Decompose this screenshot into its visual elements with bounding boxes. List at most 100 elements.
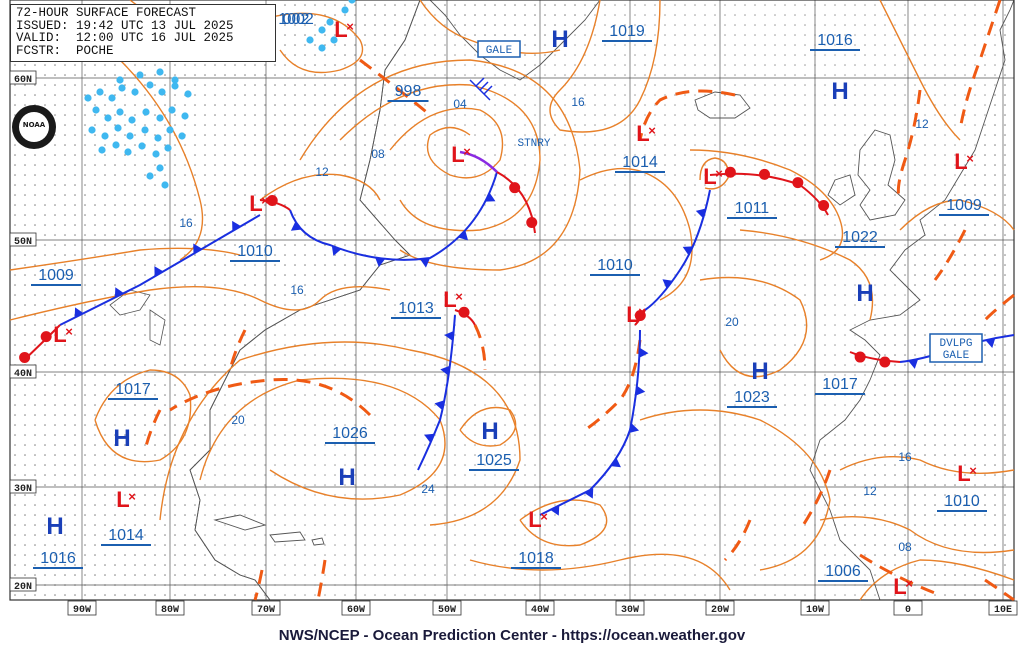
low-x-mark: ×	[969, 463, 977, 478]
high-pressure-center: H 1026	[325, 425, 375, 491]
low-symbol: L	[334, 17, 347, 42]
low-x-mark: ×	[65, 324, 73, 339]
header-forecaster: FCSTR: POCHE	[16, 43, 114, 58]
lon-label: 90W	[67, 600, 97, 616]
low-symbol: L	[116, 487, 129, 512]
center-pressure: 1010	[944, 493, 980, 510]
low-x-mark: ×	[638, 304, 646, 319]
warning-text: DVLPG	[939, 338, 972, 350]
high-pressure-center: H 1016	[33, 513, 83, 569]
lat-label: 30N	[9, 479, 37, 495]
header-valid: VALID: 12:00 UTC 16 JUL 2025	[16, 31, 234, 45]
high-symbol: H	[551, 26, 568, 53]
low-pressure-center: L× 1009	[939, 149, 989, 216]
low-symbol: L	[528, 507, 541, 532]
high-symbol: H	[46, 513, 63, 540]
low-x-mark: ×	[966, 151, 974, 166]
low-x-mark: ×	[346, 19, 354, 34]
center-pressure: 1009	[38, 267, 74, 284]
low-pressure-center: L× 1010	[937, 461, 987, 512]
low-x-mark: ×	[463, 144, 471, 159]
graticule	[9, 0, 1015, 601]
low-x-mark: ×	[261, 193, 269, 208]
lon-label: 70W	[251, 600, 281, 616]
high-symbol: H	[481, 418, 498, 445]
low-symbol: L	[893, 574, 906, 599]
header-issued: ISSUED: 19:42 UTC 13 JUL 2025	[16, 18, 234, 33]
lat-label: 50N	[9, 232, 37, 248]
lat-label: 20N	[9, 577, 37, 593]
warning-box: GALE	[477, 40, 521, 58]
low-x-mark: ×	[715, 166, 723, 181]
isobar-value: 04	[453, 97, 467, 111]
lat-label: 40N	[9, 364, 37, 380]
low-symbol: L	[636, 121, 649, 146]
center-pressure: 1016	[817, 32, 853, 49]
high-symbol: H	[831, 78, 848, 105]
isobar-value: 16	[179, 216, 193, 230]
svg-text:50N: 50N	[14, 237, 32, 248]
isobar-value: 12	[915, 117, 929, 131]
low-x-mark: ×	[128, 489, 136, 504]
stationary-label: STNRY	[517, 138, 550, 150]
warning-text: GALE	[486, 45, 513, 57]
low-pressure-center: L× 998	[387, 83, 471, 167]
low-pressure-center: L× 1002	[278, 11, 354, 42]
center-pressure: 1011	[735, 200, 770, 217]
low-pressure-center: L× 1014	[615, 121, 665, 173]
isobar-value: 16	[290, 283, 304, 297]
low-pressure-center: L× 1010	[230, 191, 280, 262]
center-pressure: 1018	[518, 550, 554, 567]
high-pressure-center: H 1023	[727, 358, 777, 408]
center-pressure: 1016	[40, 550, 76, 567]
center-pressure: 1025	[476, 452, 512, 469]
lon-label: 0	[893, 600, 923, 616]
low-pressure-center: L× 1006	[818, 563, 913, 599]
low-symbol: L	[53, 322, 66, 347]
sea-ice-area	[84, 0, 356, 189]
high-pressure-center: H 1019	[551, 23, 652, 53]
lat-label: 60N	[9, 70, 37, 86]
svg-text:0: 0	[905, 605, 911, 616]
center-pressure: 1023	[734, 389, 770, 406]
svg-text:10E: 10E	[994, 605, 1012, 616]
header-title: 72-HOUR SURFACE FORECAST	[16, 6, 197, 20]
high-symbol: H	[856, 280, 873, 307]
high-symbol: H	[751, 358, 768, 385]
high-pressure-center: H 1017	[108, 381, 158, 452]
lon-label: 50W	[432, 600, 462, 616]
center-pressure: 1019	[609, 23, 645, 40]
center-pressure: 1010	[237, 243, 273, 260]
low-x-mark: ×	[455, 289, 463, 304]
low-symbol: L	[957, 461, 970, 486]
low-symbol: L	[249, 191, 262, 216]
svg-text:40W: 40W	[531, 605, 549, 616]
high-pressure-center: H 1025	[469, 418, 519, 471]
center-pressure: 1013	[398, 300, 434, 317]
wind-barb	[469, 77, 493, 101]
svg-text:60N: 60N	[14, 75, 32, 86]
isobar-value: 12	[315, 165, 329, 179]
low-pressure-center: L× 1009	[31, 267, 81, 347]
svg-text:80W: 80W	[161, 605, 179, 616]
svg-text:70W: 70W	[257, 605, 275, 616]
low-symbol: L	[954, 149, 967, 174]
center-pressure: 1006	[825, 563, 861, 580]
center-pressure: 1022	[842, 229, 878, 246]
center-pressure: 1002	[278, 11, 314, 28]
center-pressure: 1017	[115, 381, 151, 398]
isobar-value: 08	[898, 540, 912, 554]
high-symbol: H	[338, 464, 355, 491]
center-pressure: 1017	[822, 376, 858, 393]
isobar-value: 12	[863, 484, 877, 498]
high-symbol: H	[113, 425, 130, 452]
lon-label: 10E	[988, 600, 1018, 616]
footer-credit: NWS/NCEP - Ocean Prediction Center - htt…	[278, 627, 746, 644]
partial-pressure-label: 002	[283, 11, 310, 28]
svg-text:90W: 90W	[73, 605, 91, 616]
center-pressure: 1009	[946, 197, 982, 214]
high-pressure-center: H 1016	[810, 32, 860, 105]
